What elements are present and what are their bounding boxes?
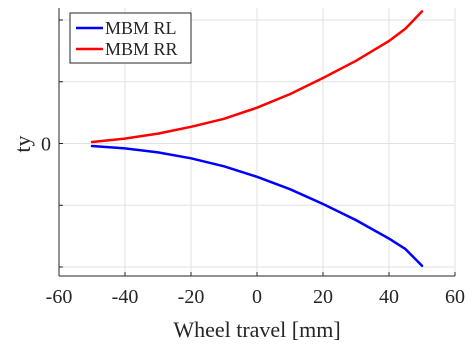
x-axis-label: Wheel travel [mm]	[173, 317, 340, 342]
x-tick-label: 20	[313, 286, 333, 308]
y-axis-label: ty	[10, 135, 35, 152]
series-lines	[90, 10, 424, 268]
legend-entry-label: MBM RL	[105, 18, 177, 38]
axes	[58, 8, 456, 277]
x-tick-label: 60	[445, 286, 465, 308]
y-tick-label: 0	[41, 134, 51, 156]
legend-entry-label: MBM RR	[105, 39, 178, 59]
x-tick-label: -20	[178, 286, 205, 308]
x-tick-label: 40	[379, 286, 399, 308]
legend-box	[69, 12, 192, 64]
x-tick-label: 0	[252, 286, 262, 308]
series-line-mbm-rl	[90, 144, 424, 268]
x-tick-label: -40	[112, 286, 139, 308]
tick-labels: -60 -40 -20 0 20 40 60 0	[41, 134, 465, 309]
series-line-mbm-rr	[90, 10, 424, 144]
x-tick-label: -60	[46, 286, 73, 308]
